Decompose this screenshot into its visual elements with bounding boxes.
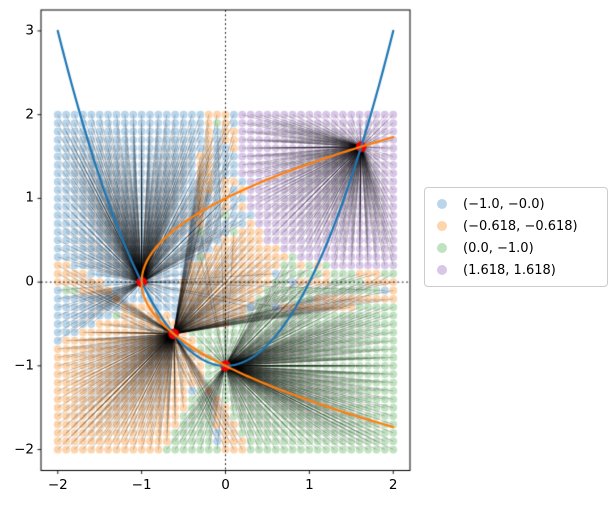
legend-marker-icon — [437, 243, 447, 253]
legend-marker-icon — [437, 221, 447, 231]
legend-marker-icon — [437, 265, 447, 275]
legend-label: (−0.618, −0.618) — [463, 218, 578, 234]
legend: (−1.0, −0.0) (−0.618, −0.618) (0.0, −1.0) (… — [424, 187, 608, 287]
legend-label: (−1.0, −0.0) — [463, 196, 545, 212]
legend-item: (−0.618, −0.618) — [425, 219, 607, 234]
legend-marker-icon — [437, 199, 447, 209]
legend-label: (0.0, −1.0) — [463, 240, 534, 256]
legend-item: (1.618, 1.618) — [425, 263, 607, 278]
legend-item: (0.0, −1.0) — [425, 241, 607, 256]
legend-item: (−1.0, −0.0) — [425, 197, 607, 212]
legend-label: (1.618, 1.618) — [463, 262, 556, 278]
